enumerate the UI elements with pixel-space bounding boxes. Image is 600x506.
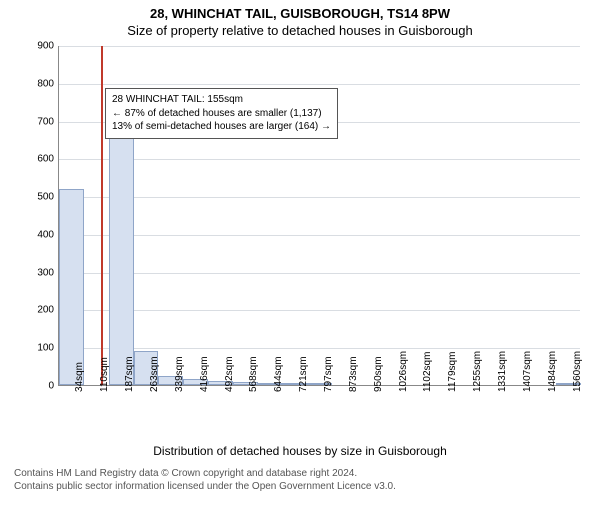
y-tick: 600 — [30, 154, 54, 165]
x-tick: 1179sqm — [447, 352, 458, 392]
gridline — [59, 84, 580, 85]
x-tick: 339sqm — [174, 356, 185, 392]
gridline — [59, 197, 580, 198]
x-tick: 721sqm — [298, 356, 309, 392]
footer-line1: Contains HM Land Registry data © Crown c… — [14, 468, 396, 481]
x-tick: 1484sqm — [547, 351, 558, 392]
title-line2: Size of property relative to detached ho… — [0, 23, 600, 38]
x-axis-label: Distribution of detached houses by size … — [0, 444, 600, 458]
x-tick: 34sqm — [74, 362, 85, 392]
x-tick: 187sqm — [124, 356, 135, 392]
x-tick: 1560sqm — [572, 351, 583, 392]
footer-text: Contains HM Land Registry data © Crown c… — [14, 468, 396, 493]
x-tick: 1255sqm — [472, 351, 483, 392]
x-tick: 568sqm — [248, 356, 259, 392]
gridline — [59, 310, 580, 311]
x-tick: 1026sqm — [398, 351, 409, 392]
x-tick: 797sqm — [323, 356, 334, 392]
x-tick: 1331sqm — [497, 351, 508, 392]
info-line2: ← 87% of detached houses are smaller (1,… — [112, 107, 331, 121]
title-line1: 28, WHINCHAT TAIL, GUISBOROUGH, TS14 8PW — [0, 6, 600, 21]
x-tick: 492sqm — [224, 356, 235, 392]
info-box: 28 WHINCHAT TAIL: 155sqm ← 87% of detach… — [105, 88, 338, 139]
histogram-bar — [109, 109, 134, 385]
y-tick: 800 — [30, 78, 54, 89]
y-tick: 0 — [30, 381, 54, 392]
y-tick: 200 — [30, 305, 54, 316]
x-tick: 644sqm — [273, 356, 284, 392]
gridline — [59, 46, 580, 47]
x-tick: 950sqm — [373, 356, 384, 392]
chart-title-block: 28, WHINCHAT TAIL, GUISBOROUGH, TS14 8PW… — [0, 0, 600, 38]
gridline — [59, 159, 580, 160]
x-tick: 1407sqm — [522, 351, 533, 392]
y-tick: 300 — [30, 267, 54, 278]
y-tick: 900 — [30, 41, 54, 52]
gridline — [59, 348, 580, 349]
chart-area: Number of detached properties 28 WHINCHA… — [0, 38, 600, 506]
y-tick: 400 — [30, 229, 54, 240]
y-tick: 100 — [30, 343, 54, 354]
info-line1: 28 WHINCHAT TAIL: 155sqm — [112, 93, 331, 107]
gridline — [59, 273, 580, 274]
x-tick: 873sqm — [348, 356, 359, 392]
info-line3: 13% of semi-detached houses are larger (… — [112, 120, 331, 134]
footer-line2: Contains public sector information licen… — [14, 481, 396, 494]
x-tick: 1102sqm — [422, 352, 433, 392]
y-tick: 500 — [30, 192, 54, 203]
gridline — [59, 235, 580, 236]
x-tick: 416sqm — [199, 356, 210, 392]
x-tick: 263sqm — [149, 356, 160, 392]
property-marker-line — [101, 46, 103, 385]
x-tick: 110sqm — [99, 357, 110, 392]
y-tick: 700 — [30, 116, 54, 127]
histogram-bar — [59, 189, 84, 385]
